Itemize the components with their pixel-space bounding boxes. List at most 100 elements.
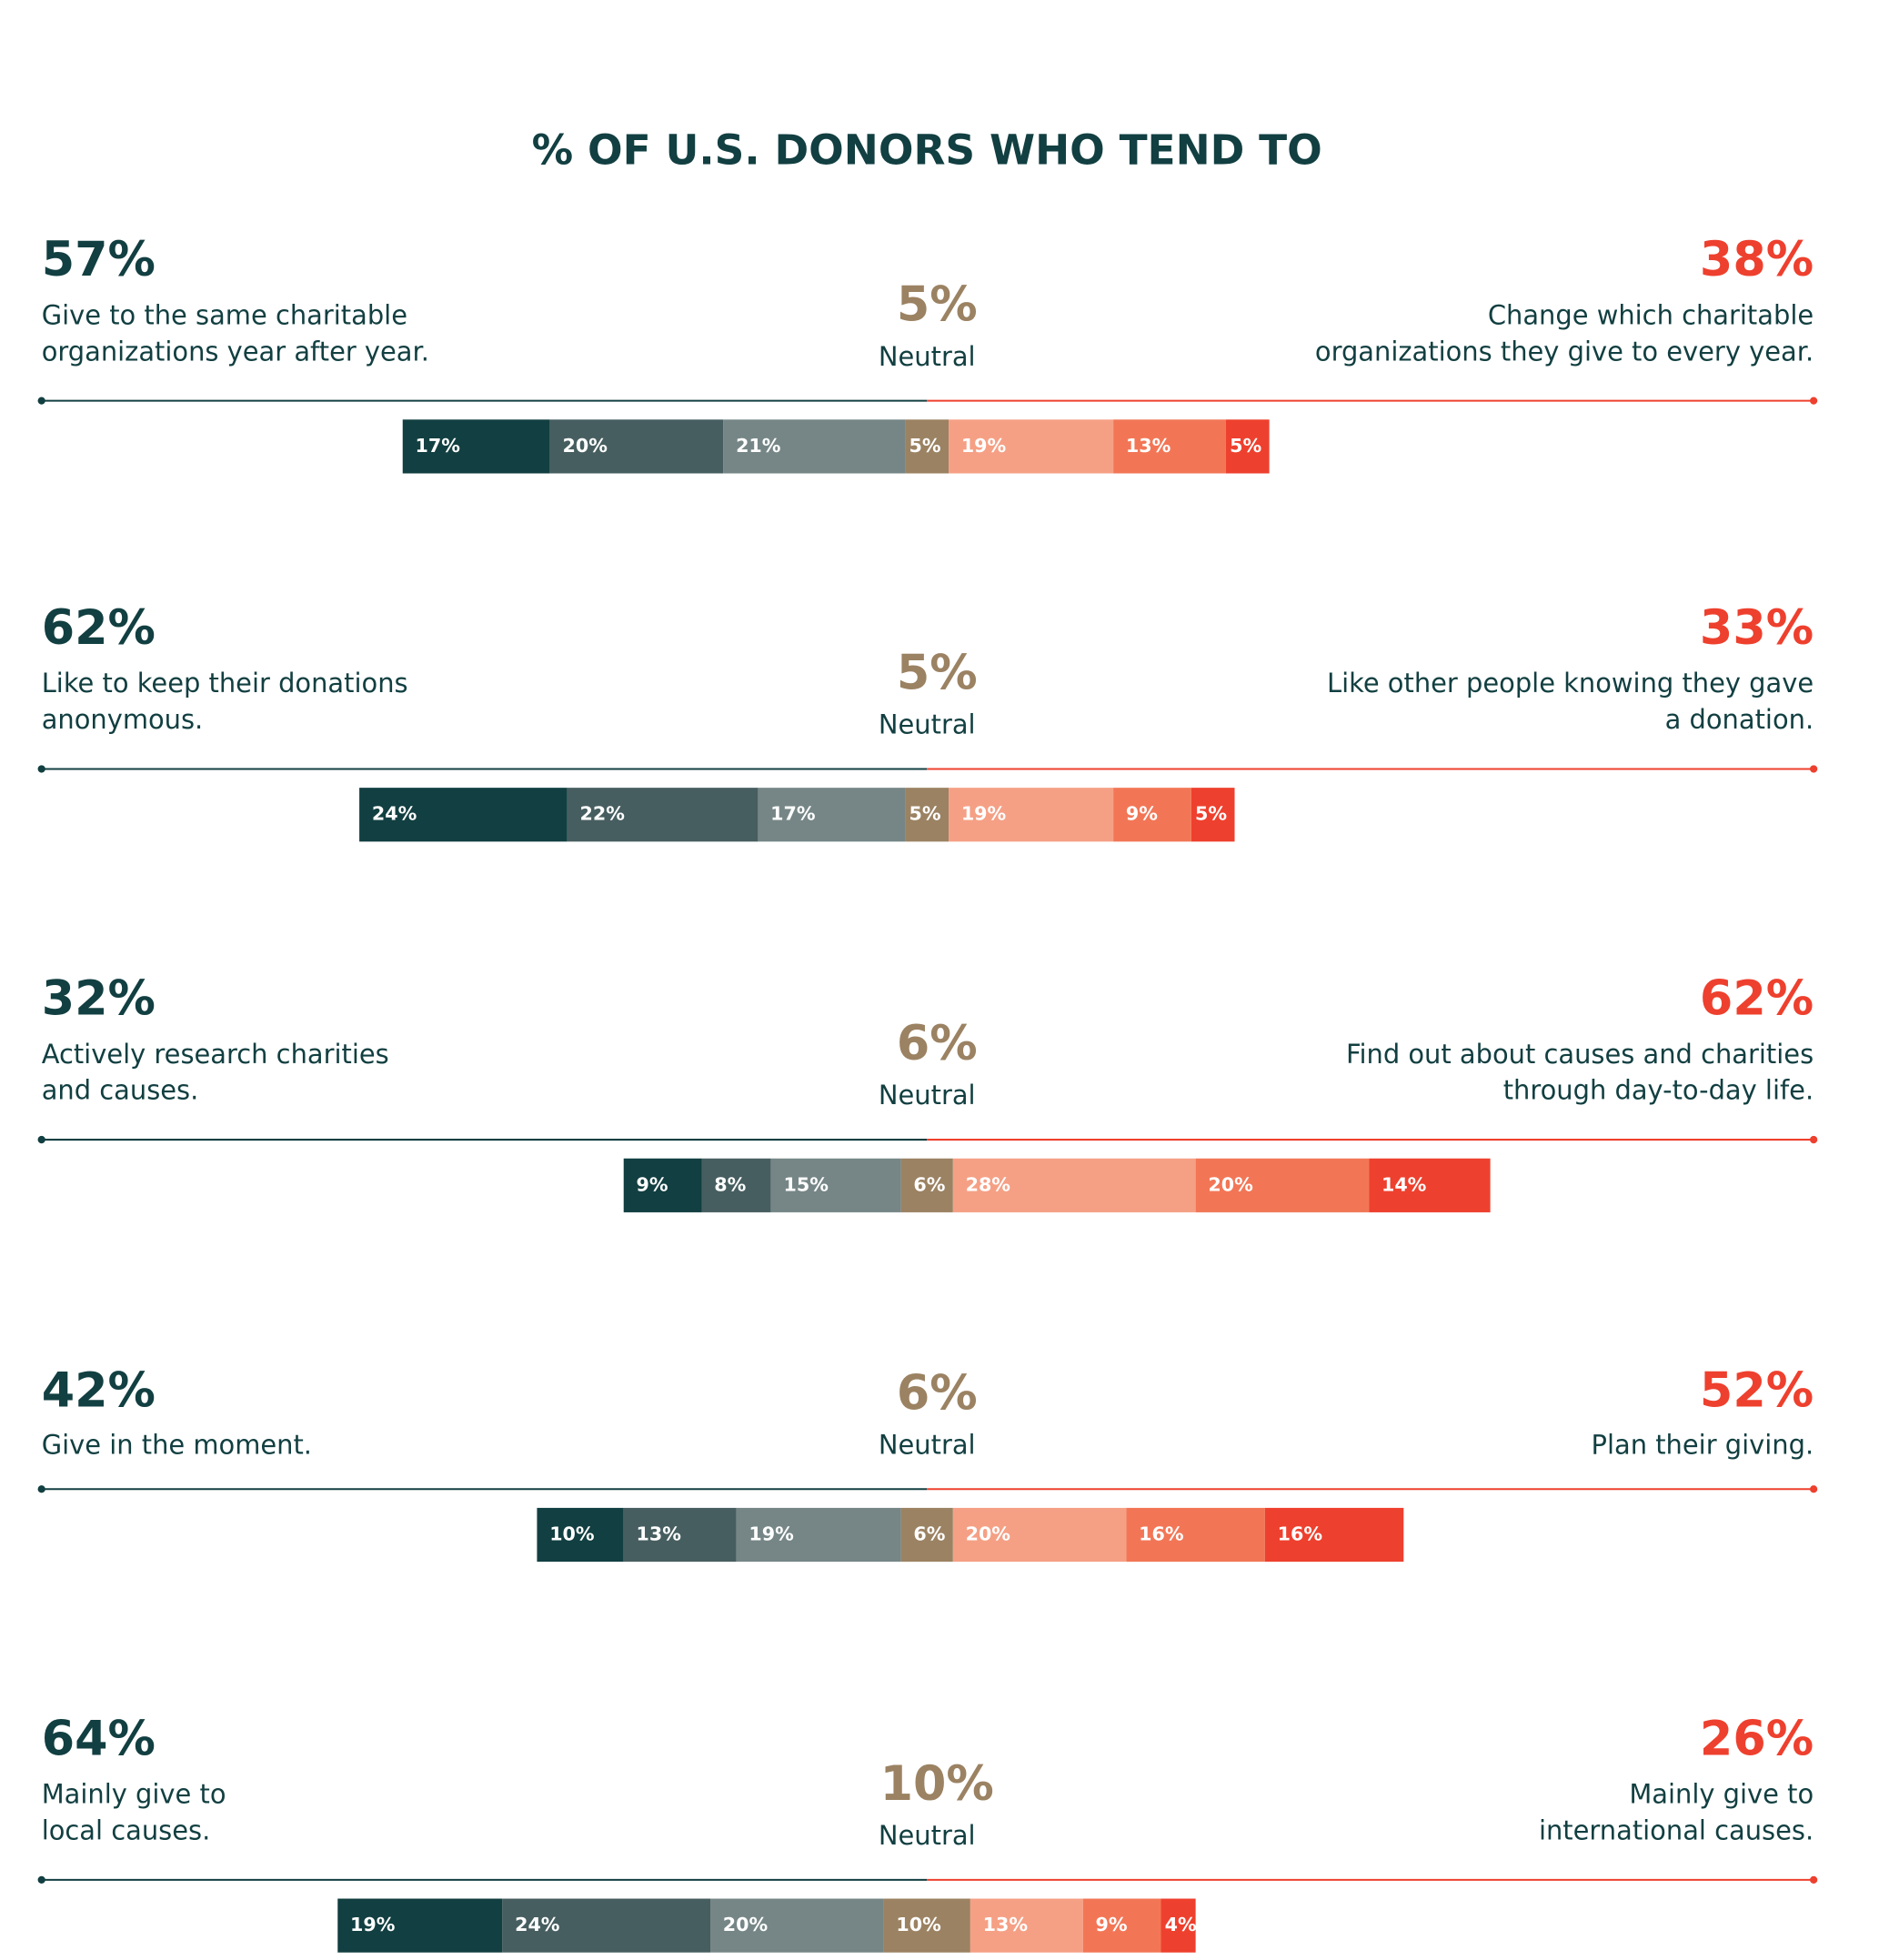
bar-segment xyxy=(502,1898,711,1953)
left-text: anonymous. xyxy=(42,704,204,735)
bar-segment xyxy=(701,1158,771,1212)
segment-label: 28% xyxy=(966,1173,1011,1195)
segment-label: 19% xyxy=(961,803,1007,825)
neutral-text: Neutral xyxy=(879,341,976,372)
divider-dot xyxy=(1810,1875,1818,1885)
bar-segment xyxy=(359,788,568,842)
bar-segment xyxy=(900,1507,953,1563)
segment-label: 14% xyxy=(1382,1173,1427,1195)
segment-label: 20% xyxy=(966,1523,1011,1545)
segment-label: 17% xyxy=(416,435,461,457)
segment-label: 9% xyxy=(1126,803,1158,825)
divider-dot xyxy=(1810,765,1818,773)
neutral-text: Neutral xyxy=(879,1429,976,1460)
right-text: Plan their giving. xyxy=(1592,1429,1814,1460)
right-text: a donation. xyxy=(1665,704,1814,735)
segment-label: 10% xyxy=(549,1523,595,1545)
right-text: Change which charitable xyxy=(1488,299,1814,330)
segment-label: 8% xyxy=(714,1173,746,1195)
segment-label: 9% xyxy=(1096,1914,1128,1935)
left-text: Actively research charities xyxy=(42,1039,389,1070)
neutral-text: Neutral xyxy=(879,1080,976,1111)
segment-label: 10% xyxy=(896,1914,941,1935)
segment-label: 16% xyxy=(1139,1523,1184,1545)
divider-dot xyxy=(37,397,45,405)
right-percent: 62% xyxy=(1700,971,1814,1027)
right-percent: 52% xyxy=(1700,1363,1814,1419)
segment-label: 21% xyxy=(736,435,781,457)
segment-label: 19% xyxy=(749,1523,794,1545)
segment-label: 6% xyxy=(913,1173,945,1195)
divider-dot xyxy=(37,765,45,773)
segment-label: 4% xyxy=(1165,1914,1197,1935)
segment-label: 13% xyxy=(636,1523,681,1545)
bar-segment xyxy=(758,788,906,842)
left-percent: 57% xyxy=(42,232,156,287)
segment-label: 5% xyxy=(909,435,941,457)
bar-segment xyxy=(537,1507,624,1563)
segment-label: 20% xyxy=(562,435,608,457)
bar-segment xyxy=(949,419,1114,474)
neutral-percent: 6% xyxy=(897,1365,978,1421)
bar-segment xyxy=(900,1158,953,1212)
left-text: Give in the moment. xyxy=(42,1429,312,1460)
left-percent: 64% xyxy=(42,1711,156,1766)
segment-label: 6% xyxy=(913,1523,945,1545)
segment-label: 24% xyxy=(515,1914,560,1935)
left-text: Give to the same charitable xyxy=(42,299,407,330)
segment-label: 20% xyxy=(723,1914,769,1935)
segment-label: 5% xyxy=(1195,803,1227,825)
left-text: and causes. xyxy=(42,1075,199,1106)
right-text: Mainly give to xyxy=(1629,1779,1814,1810)
left-percent: 42% xyxy=(42,1363,156,1419)
bar-segment xyxy=(1113,788,1191,842)
right-percent: 38% xyxy=(1700,232,1814,287)
bar-segment xyxy=(1191,788,1235,842)
bar-segment xyxy=(402,419,550,474)
segment-label: 17% xyxy=(770,803,816,825)
bar-segment xyxy=(736,1507,901,1563)
left-text: Like to keep their donations xyxy=(42,668,408,699)
divider-dot xyxy=(37,1485,45,1493)
bar-segment xyxy=(337,1898,503,1953)
bar-segment xyxy=(723,419,906,474)
segment-label: 16% xyxy=(1278,1523,1323,1545)
bar-segment xyxy=(549,419,724,474)
segment-label: 13% xyxy=(1126,435,1171,457)
neutral-percent: 6% xyxy=(897,1016,978,1071)
bar-segment xyxy=(1225,419,1270,474)
bar-segment xyxy=(1161,1898,1196,1953)
segment-label: 5% xyxy=(1230,435,1261,457)
neutral-percent: 5% xyxy=(897,646,978,701)
bar-segment xyxy=(1195,1158,1370,1212)
bar-segment xyxy=(949,788,1114,842)
left-text: Mainly give to xyxy=(42,1779,226,1810)
bar-segment xyxy=(883,1898,970,1953)
bar-segment xyxy=(567,788,759,842)
chart-title: % OF U.S. DONORS WHO TEND TO xyxy=(532,126,1322,174)
bar-segment xyxy=(1126,1507,1265,1563)
segment-label: 19% xyxy=(350,1914,396,1935)
left-percent: 32% xyxy=(42,971,156,1027)
segment-label: 13% xyxy=(983,1914,1029,1935)
segment-label: 19% xyxy=(961,435,1007,457)
divider-dot xyxy=(37,1135,45,1144)
bar-segment xyxy=(770,1158,901,1212)
right-percent: 33% xyxy=(1700,600,1814,656)
neutral-percent: 10% xyxy=(880,1756,994,1812)
right-percent: 26% xyxy=(1700,1711,1814,1766)
bar-segment xyxy=(710,1898,884,1953)
bar-segment xyxy=(905,419,950,474)
right-text: Find out about causes and charities xyxy=(1346,1039,1814,1070)
divider-dot xyxy=(37,1875,45,1885)
bar-segment xyxy=(1369,1158,1491,1212)
neutral-text: Neutral xyxy=(879,1820,976,1851)
neutral-text: Neutral xyxy=(879,709,976,740)
segment-label: 15% xyxy=(783,1173,829,1195)
divider-dot xyxy=(1810,1135,1818,1144)
left-text: local causes. xyxy=(42,1815,211,1846)
bar-segment xyxy=(1113,419,1226,474)
segment-label: 24% xyxy=(372,803,417,825)
